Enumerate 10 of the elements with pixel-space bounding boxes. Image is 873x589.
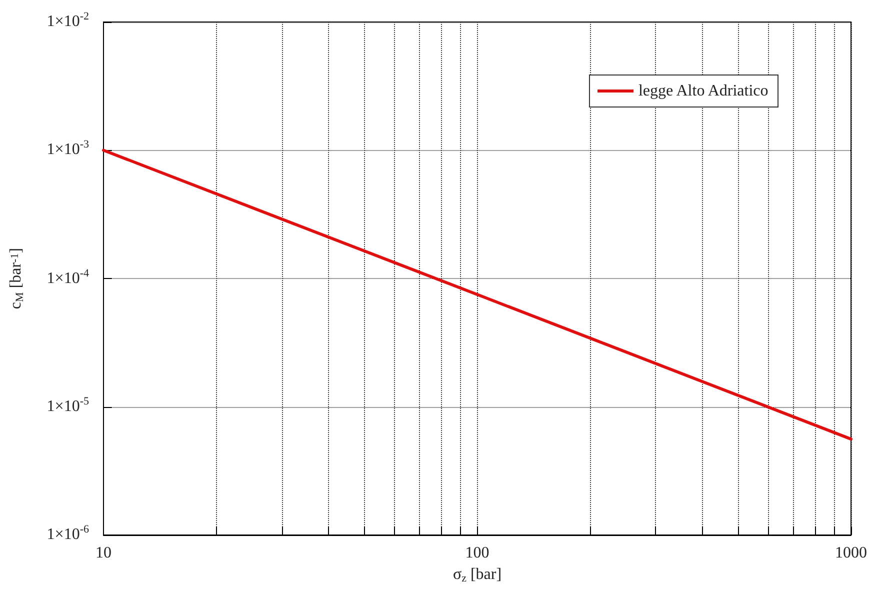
x-tick-label: 10 [96,544,112,562]
x-tick-label: 1000 [835,544,867,562]
y-tick-label: 1×10$^{-2}$ [46,10,89,32]
y-axis-title: cM [bar-1] [8,248,26,310]
x-tick-label: 100 [465,544,490,562]
y-tick-label: 1×10$^{-5}$ [46,395,89,417]
y-tick-label: 1×10$^{-4}$ [46,267,89,288]
legend-label: legge Alto Adriatico [638,82,768,100]
y-tick-label: 1×10$^{-3}$ [46,138,89,160]
y-tick-label: 1×10$^{-6}$ [46,524,89,545]
